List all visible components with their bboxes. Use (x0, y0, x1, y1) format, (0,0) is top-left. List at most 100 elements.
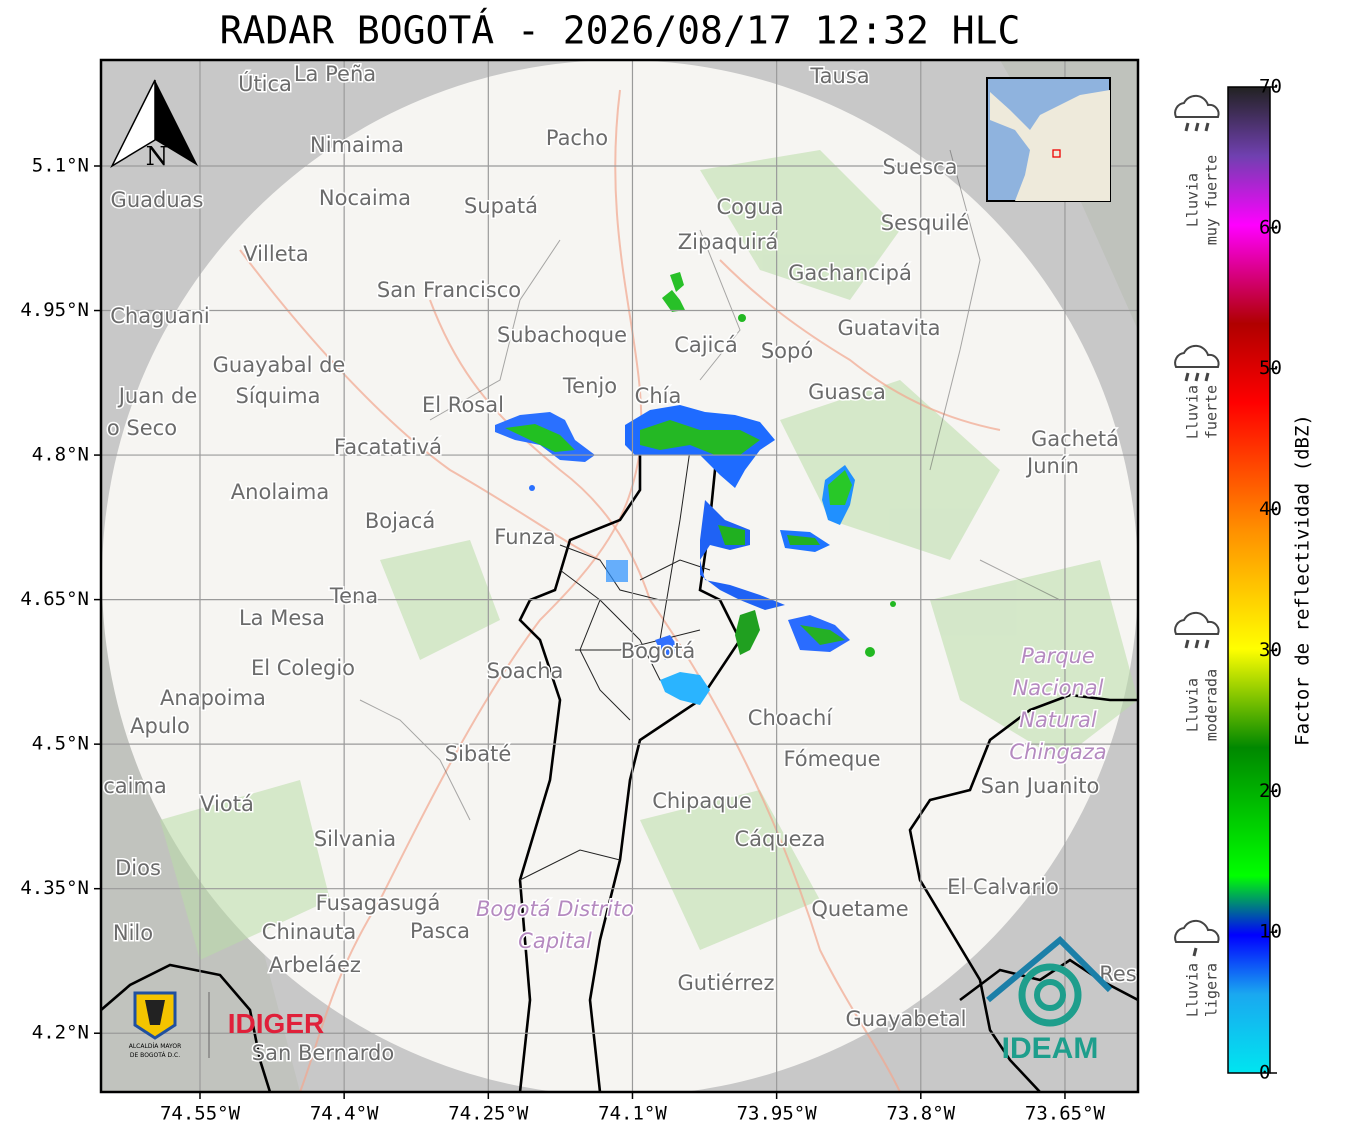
place-label: Tausa (809, 64, 869, 88)
logo-text: DE BOGOTÁ D.C. (130, 1052, 180, 1059)
place-label: Nacional (1013, 676, 1104, 700)
place-label: Gutiérrez (678, 971, 775, 995)
rain-label: Lluvia (1184, 963, 1202, 1017)
rain-label: Lluvia (1184, 678, 1202, 732)
place-label: Fómeque (783, 747, 880, 771)
place-label: Chipaque (652, 789, 752, 813)
y-tick-label: 5.1°N (32, 154, 89, 176)
colorbar-tick-label: 50 (1259, 357, 1282, 379)
rain-label: Lluvia (1184, 173, 1202, 227)
rain-icon (1174, 919, 1220, 943)
colorbar-tick-label: 30 (1259, 639, 1282, 661)
rain-drops (1192, 947, 1198, 957)
place-label: Gachancipá (788, 261, 912, 285)
logo-alcaldia: ALCALDÍA MAYOR DE BOGOTÁ D.C. IDIGER (129, 991, 324, 1059)
rain-label: moderada (1203, 669, 1221, 741)
place-label: Nilo (113, 921, 153, 945)
y-tick-label: 4.95°N (20, 299, 89, 321)
rain-level: Lluvia ligera (1174, 919, 1221, 1017)
place-label: Gachetá (1031, 427, 1119, 451)
y-tick-label: 4.65°N (20, 588, 89, 610)
place-label: Dios (115, 856, 161, 880)
place-label: La Mesa (239, 606, 325, 630)
inset-map (986, 77, 1111, 202)
place-label: Tena (329, 584, 378, 608)
colorbar-tick-label: 70 (1259, 76, 1282, 98)
title: RADAR BOGOTÁ - 2026/08/17 12:32 HLC (220, 9, 1021, 53)
place-label: Apulo (130, 714, 190, 738)
place-label: Sibaté (445, 742, 512, 766)
place-label: Bogotá Distrito (476, 897, 634, 921)
rain-icon (1174, 94, 1220, 118)
colorbar-tick-label: 0 (1259, 1062, 1270, 1084)
place-label: Parque (1021, 644, 1095, 668)
place-label: Quetame (811, 897, 908, 921)
place-label: Guatavita (838, 316, 941, 340)
place-label: o Seco (107, 416, 177, 440)
colorbar-label: Factor de reflectividad (dBZ) (1292, 414, 1314, 746)
place-label: Funza (494, 525, 555, 549)
place-label: Cajicá (674, 333, 738, 357)
rain-drops (1184, 122, 1210, 132)
rain-drops (1184, 639, 1210, 649)
place-label: Capital (518, 929, 592, 953)
rain-level: Lluvia fuerte (1174, 344, 1221, 439)
place-label: Chía (635, 384, 682, 408)
place-label: Nimaima (310, 133, 404, 157)
place-label: Soacha (487, 659, 564, 683)
place-label: Anolaima (231, 480, 329, 504)
rain-label: Lluvia (1184, 385, 1202, 439)
place-label: Guayabetal (846, 1007, 967, 1031)
place-label: San Bernardo (252, 1041, 394, 1065)
place-label: El Colegio (251, 656, 355, 680)
grid: 74.55°W 74.4°W 74.25°W 74.1°W 73.95°W 73.8°W 7… (20, 60, 1138, 1125)
place-label: Juan de (117, 384, 198, 408)
place-label: Guaduas (111, 188, 204, 212)
place-label: San Francisco (377, 278, 521, 302)
place-label: Suesca (883, 155, 958, 179)
x-tick-label: 74.4°W (310, 1103, 379, 1125)
place-label: caima (103, 774, 167, 798)
rain-icon (1174, 344, 1220, 368)
colorbar-tick-label: 10 (1259, 921, 1282, 943)
place-label: El Rosal (422, 393, 504, 417)
place-label: Síquima (236, 384, 321, 408)
place-label: Sopó (761, 339, 813, 363)
place-label: Natural (1019, 708, 1097, 732)
logo-ideam-text: IDEAM (1002, 1032, 1099, 1065)
place-label: Anapoima (160, 686, 266, 710)
y-tick-label: 4.8°N (32, 444, 89, 466)
y-tick-label: 4.5°N (32, 733, 89, 755)
place-label: Villeta (243, 242, 308, 266)
place-label: Chaguani (110, 304, 210, 328)
place-label: Sesquilé (881, 211, 969, 235)
x-tick-label: 74.1°W (598, 1103, 667, 1125)
north-label: N (146, 142, 169, 172)
place-label: Facatativá (334, 435, 442, 459)
place-label: Subachoque (497, 323, 627, 347)
rain-label: ligera (1203, 963, 1221, 1017)
colorbar-tick-label: 40 (1259, 498, 1282, 520)
radar-echoes (495, 272, 896, 705)
place-label: La Peña (294, 62, 376, 86)
place-label: Pasca (410, 919, 470, 943)
place-label: Choachí (748, 706, 834, 730)
place-label: Guasca (808, 380, 886, 404)
place-label: Zipaquirá (678, 230, 778, 254)
place-label: Arbeláez (269, 953, 361, 977)
place-label: Silvania (314, 827, 396, 851)
logo-text: ALCALDÍA MAYOR (129, 1043, 182, 1050)
place-label: Guayabal de (213, 353, 346, 377)
place-label: San Juanito (981, 774, 1100, 798)
place-label: Fusagasugá (316, 891, 441, 915)
x-tick-label: 74.55°W (160, 1103, 241, 1125)
place-label: Bojacá (365, 509, 435, 533)
map (101, 60, 1138, 1092)
place-label: Nocaima (319, 186, 411, 210)
place-label: Bogotá (621, 639, 696, 663)
rain-icon (1174, 611, 1220, 635)
place-label: Chinauta (262, 920, 356, 944)
map-frame (99, 58, 1140, 1094)
